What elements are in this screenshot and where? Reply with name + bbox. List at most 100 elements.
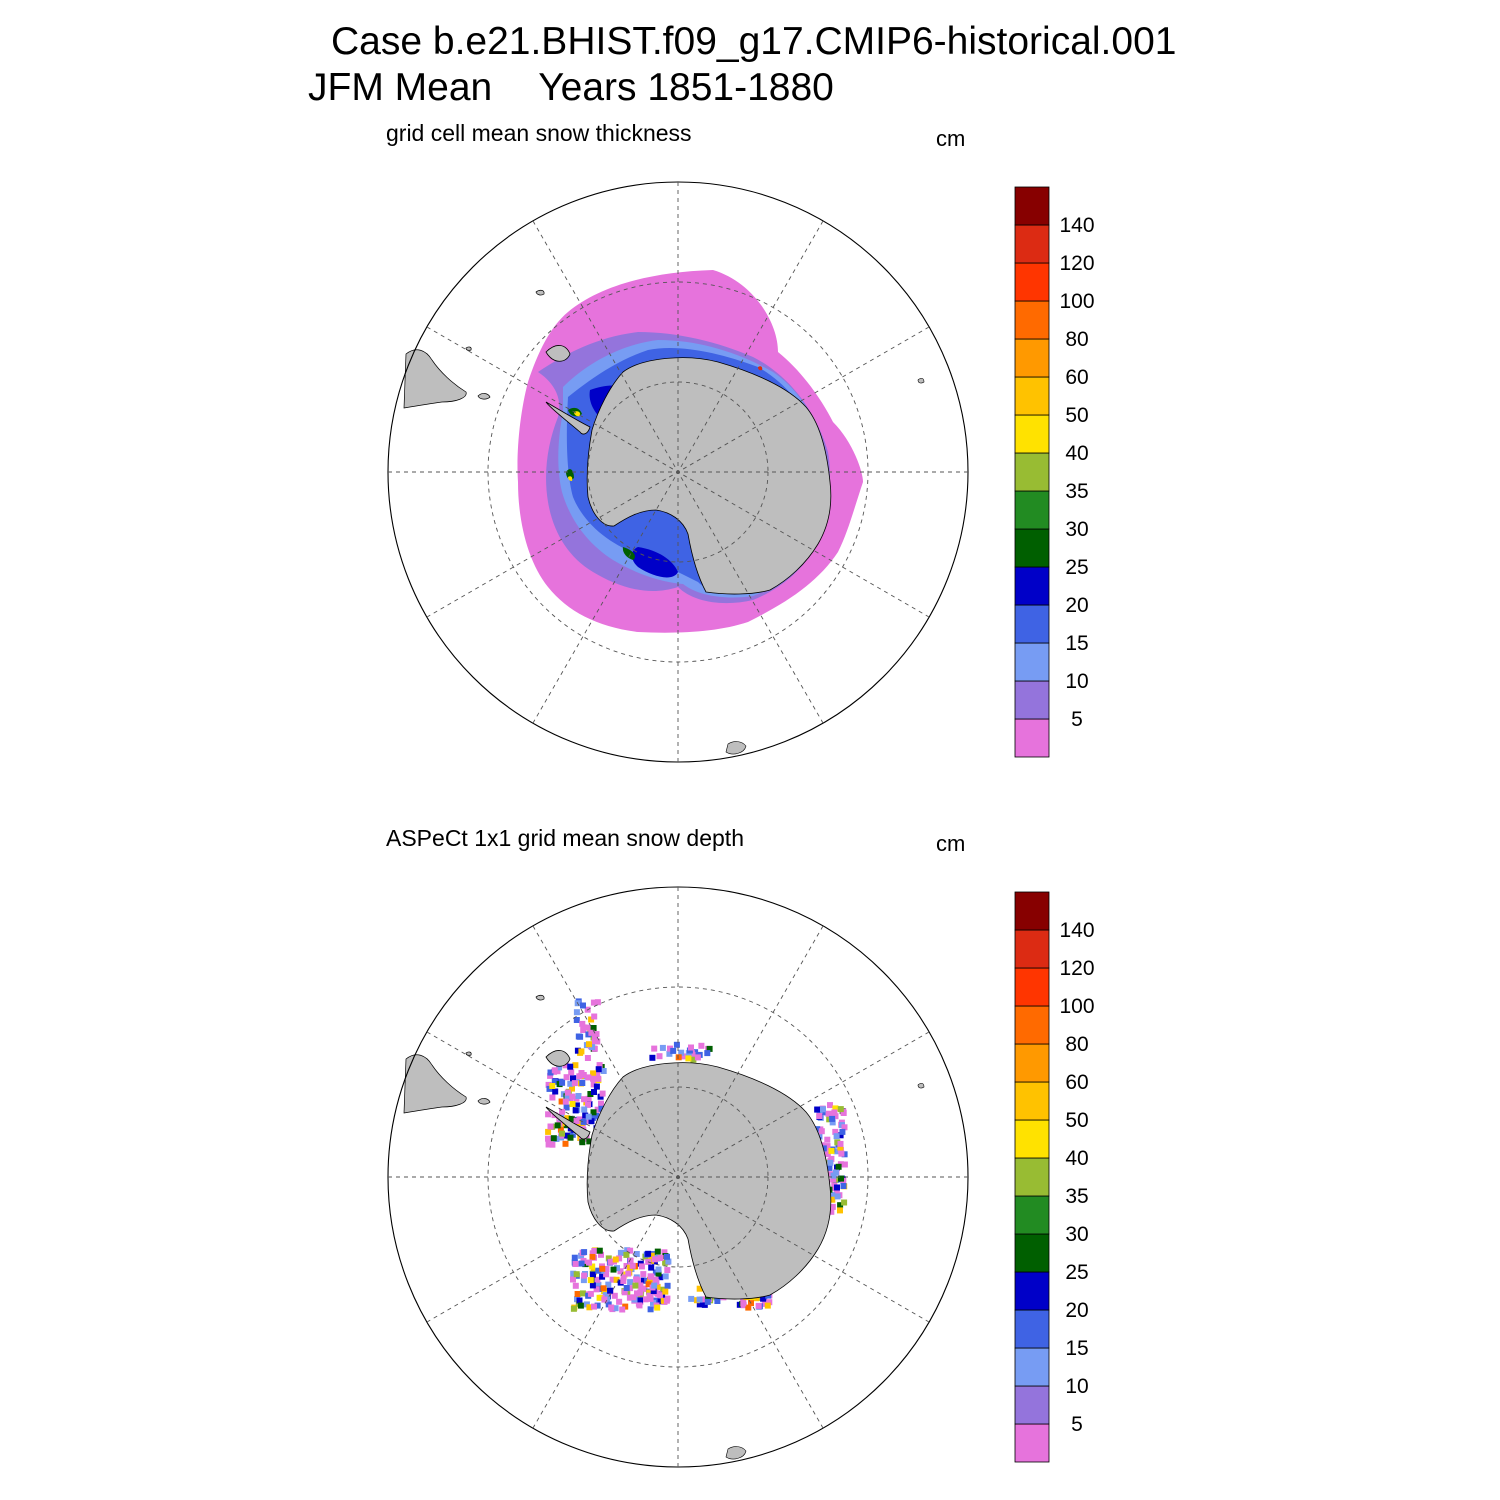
colorbar-box	[1014, 186, 1050, 226]
colorbar-label: 20	[1065, 1299, 1088, 1322]
observation-cell	[579, 1139, 586, 1146]
observation-cell	[633, 1251, 640, 1257]
colorbar-box	[1014, 642, 1050, 682]
observation-cell	[586, 1304, 593, 1311]
observation-cell	[559, 1108, 566, 1115]
observation-cell	[639, 1277, 646, 1284]
observation-cell	[814, 1126, 821, 1133]
observation-cell	[590, 999, 597, 1006]
observation-cell	[569, 1085, 575, 1092]
observation-cell	[701, 1301, 708, 1308]
observation-cell	[630, 1294, 637, 1301]
observation-cell	[621, 1289, 628, 1296]
season-title: JFM Mean Years 1851-1880	[308, 66, 834, 110]
observation-cell	[585, 1074, 592, 1081]
observation-cell	[591, 1013, 598, 1020]
observation-cell	[594, 1276, 601, 1283]
observation-cell	[572, 1282, 579, 1289]
observation-cell	[549, 1094, 556, 1101]
observation-cell	[673, 1041, 680, 1048]
colorbar-box	[1014, 262, 1050, 302]
observation-cell	[827, 1159, 834, 1166]
colorbar-box	[1014, 490, 1050, 530]
observation-cell	[594, 999, 601, 1006]
observation-cell	[591, 1303, 597, 1310]
observation-cell	[574, 1291, 581, 1297]
observation-cell	[617, 1268, 624, 1275]
observation-cell	[581, 1249, 588, 1256]
colorbar-box	[1014, 528, 1050, 568]
colorbar-label: 10	[1065, 1375, 1088, 1398]
observation-cell	[593, 1083, 600, 1090]
observation-cell	[580, 1024, 587, 1031]
observation-cell	[605, 1301, 612, 1308]
colorbar-box	[1014, 1195, 1050, 1235]
observation-cell	[704, 1298, 711, 1305]
colorbar-label: 120	[1059, 957, 1094, 980]
observation-cell	[589, 1282, 596, 1289]
observation-cell	[837, 1207, 843, 1214]
colorbar-box	[1014, 929, 1050, 969]
observation-cell	[595, 1066, 602, 1073]
observation-cell	[666, 1050, 673, 1057]
observation-cell	[607, 1258, 614, 1265]
observation-cell	[834, 1184, 840, 1191]
observation-cell	[614, 1265, 620, 1272]
observation-cell	[588, 1118, 595, 1125]
colorbar-box	[1014, 1043, 1050, 1083]
observation-cell	[549, 1141, 556, 1148]
observation-cell	[556, 1064, 563, 1071]
observation-cell	[570, 1075, 576, 1082]
observation-cell	[627, 1279, 634, 1286]
observation-cell	[740, 1300, 747, 1307]
observation-cell	[826, 1164, 833, 1171]
observation-cell	[696, 1285, 703, 1292]
observation-cell	[589, 1114, 596, 1121]
observation-cell	[814, 1106, 821, 1113]
colorbar-label: 15	[1065, 1337, 1088, 1360]
observation-cell	[573, 1102, 580, 1109]
observation-cell	[662, 1288, 669, 1295]
observation-cell	[825, 1110, 832, 1117]
colorbar-box	[1014, 1157, 1050, 1197]
observation-cell	[581, 1096, 587, 1103]
observation-cell	[599, 1265, 606, 1272]
panel2-title: ASPeCt 1x1 grid mean snow depth	[386, 825, 744, 851]
colorbar-bottom: 5 10 15 20 25 30 35 40 50 60 80 100 120 140	[1014, 891, 1095, 1463]
observation-cell	[620, 1278, 627, 1284]
colorbar-label: 140	[1059, 214, 1094, 237]
observation-cell	[626, 1294, 633, 1301]
observation-cell	[545, 1128, 552, 1135]
observation-cell	[582, 1112, 589, 1119]
observation-cell	[680, 1053, 687, 1060]
observation-cell	[657, 1298, 664, 1305]
observation-cell	[834, 1193, 841, 1200]
colorbar-label: 35	[1065, 1185, 1088, 1208]
colorbar-box	[1014, 414, 1050, 454]
observation-cell	[824, 1151, 831, 1158]
observation-cell	[696, 1296, 703, 1303]
observation-cell	[567, 1080, 574, 1087]
observation-cell	[580, 1277, 587, 1284]
observation-cell	[596, 1247, 603, 1254]
observation-cell	[608, 1304, 615, 1311]
observation-cell	[837, 1202, 844, 1209]
observation-cell	[600, 1285, 607, 1292]
observation-cell	[818, 1128, 825, 1135]
observation-cell	[664, 1253, 670, 1260]
observation-cell	[651, 1045, 658, 1052]
colorbar-box	[1014, 604, 1050, 644]
observation-cell	[589, 1263, 596, 1270]
observation-cell	[819, 1109, 826, 1116]
colorbar-box	[1014, 1233, 1050, 1273]
colorbar-box	[1014, 566, 1050, 606]
observation-cell	[833, 1189, 840, 1195]
observation-cell	[824, 1136, 831, 1143]
colorbar-label: 50	[1065, 1109, 1088, 1132]
colorbar-label: 25	[1065, 556, 1088, 579]
observation-cell	[761, 1300, 768, 1307]
panel1-unit: cm	[936, 126, 966, 151]
observation-cell	[598, 1100, 604, 1107]
observation-cell	[595, 1281, 602, 1288]
